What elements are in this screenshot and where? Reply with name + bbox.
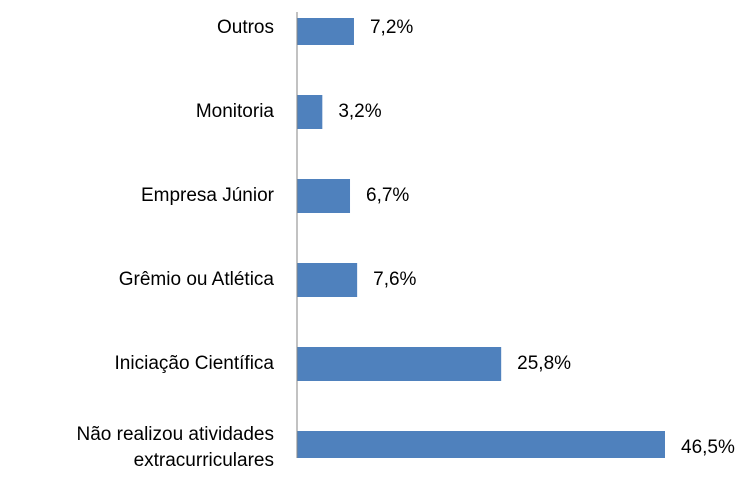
value-label: 7,2% [370, 17, 413, 38]
bar [297, 18, 354, 45]
value-label: 46,5% [681, 437, 735, 458]
category-label: Não realizou atividades extracurriculare… [76, 424, 274, 471]
bars [297, 18, 665, 458]
category-label: Monitoria [195, 101, 274, 122]
bar [297, 179, 351, 213]
bar [297, 263, 358, 297]
value-label: 7,6% [373, 269, 416, 290]
value-label: 6,7% [366, 185, 409, 206]
category-label: Iniciação Científica [114, 353, 274, 374]
value-label: 3,2% [338, 101, 381, 122]
bar [297, 347, 502, 381]
category-label: Empresa Júnior [140, 185, 274, 206]
category-label: Outros [216, 17, 274, 38]
bar [297, 95, 323, 129]
category-label: Grêmio ou Atlética [118, 269, 274, 290]
value-label: 25,8% [517, 353, 571, 374]
bar [297, 431, 665, 458]
